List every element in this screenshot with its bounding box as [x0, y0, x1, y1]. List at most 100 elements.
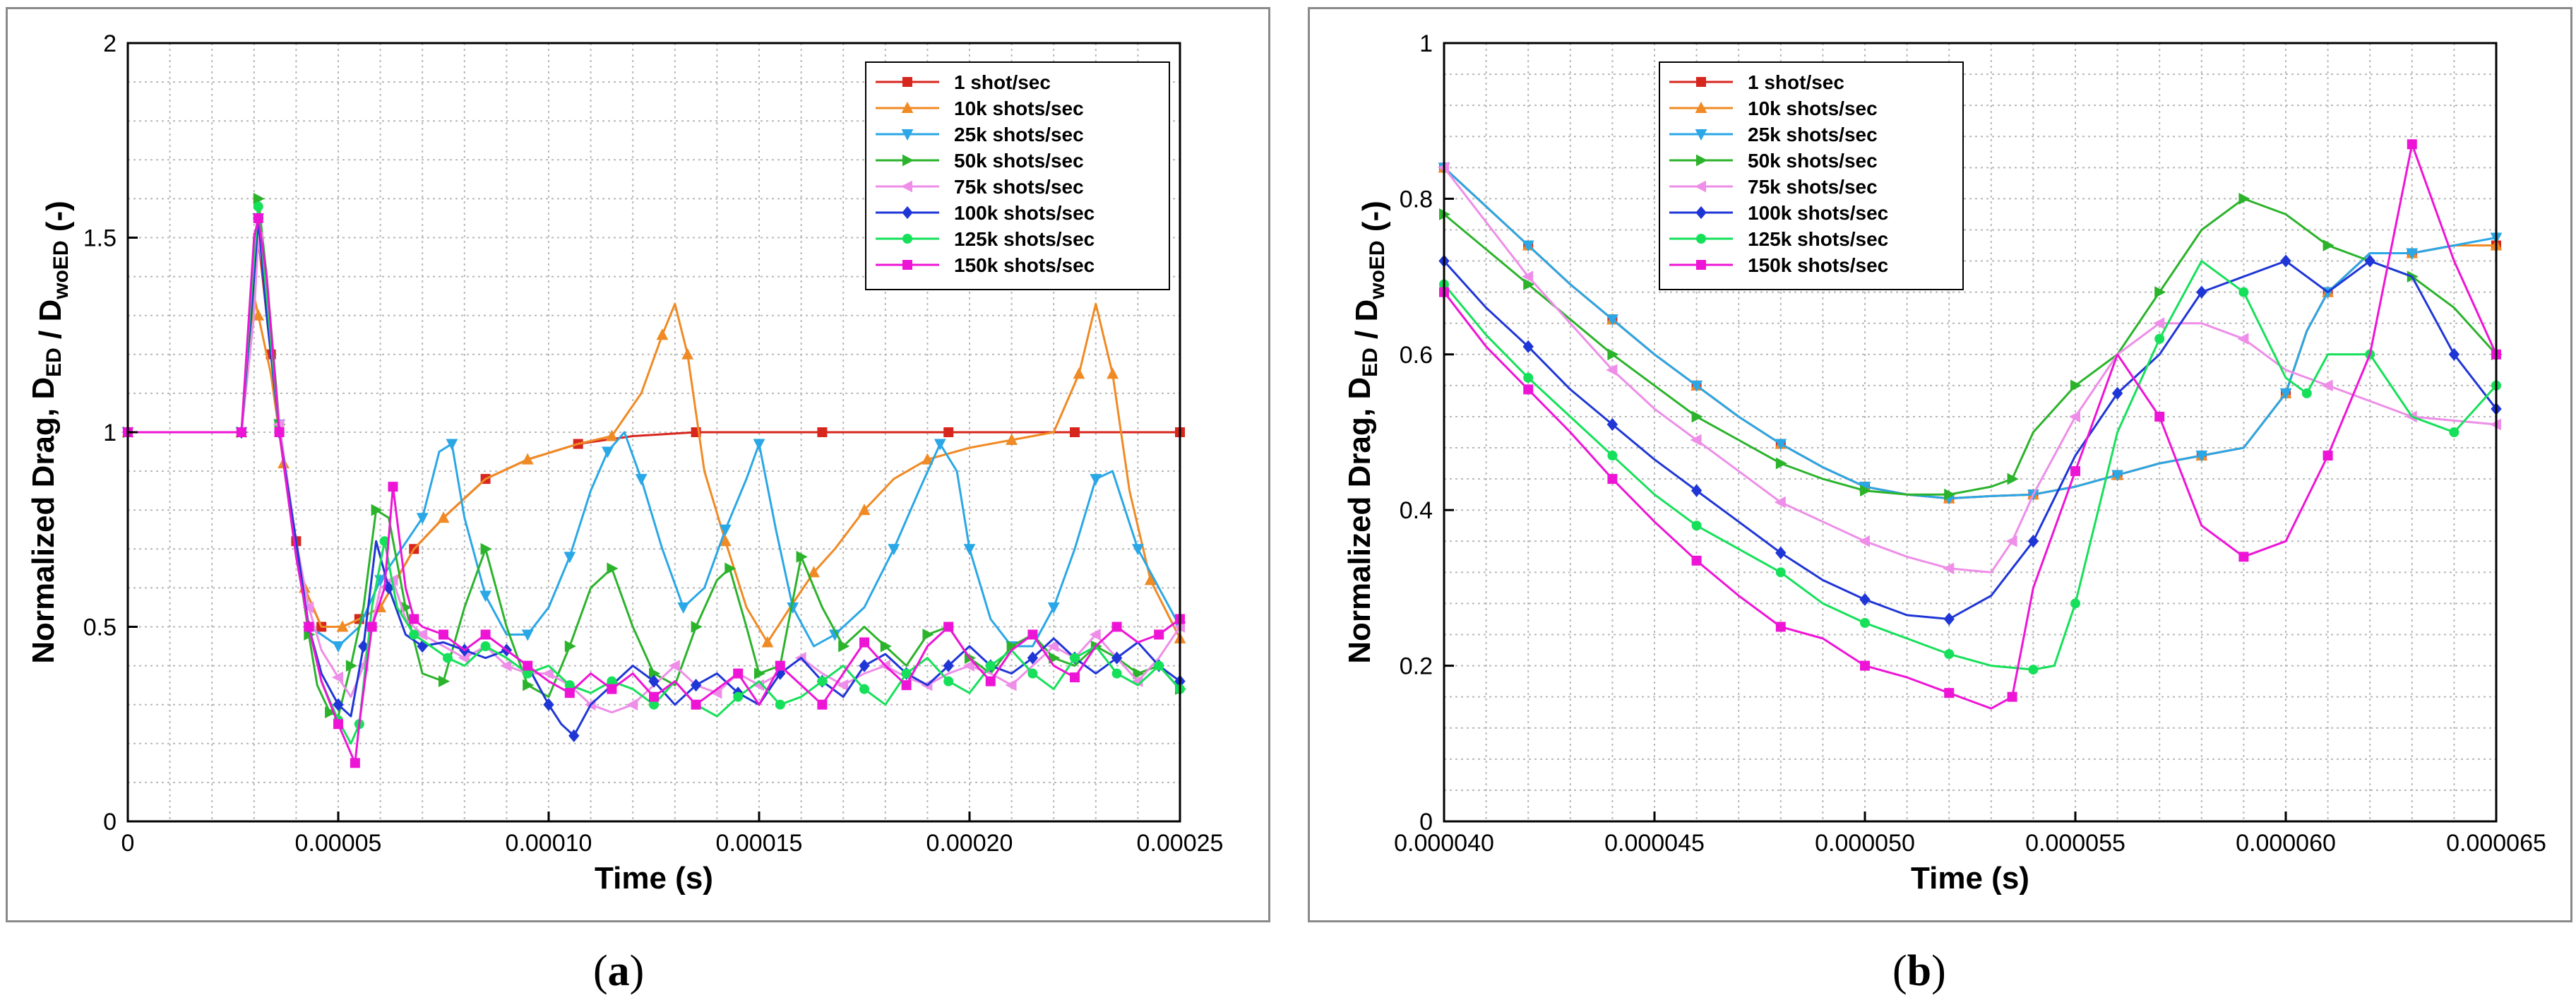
y-tick-label: 1	[103, 420, 117, 446]
legend-label: 125k shots/sec	[1748, 228, 1888, 250]
legend-marker	[902, 206, 913, 220]
data-point	[901, 668, 912, 679]
y-tick-label: 0	[103, 809, 117, 835]
data-point	[1522, 240, 1534, 252]
y-tick-label: 1	[1419, 30, 1433, 57]
x-tick-label: 0.000050	[1815, 830, 1915, 857]
data-point	[1690, 380, 1703, 392]
y-tick-label: 0.5	[83, 614, 117, 641]
legend-marker	[1696, 154, 1708, 167]
x-tick-label: 0.00010	[506, 830, 592, 857]
data-point	[350, 758, 360, 768]
legend-item: 1 shot/sec	[1669, 71, 1844, 93]
data-point	[1775, 546, 1787, 559]
legend-marker	[1695, 101, 1707, 113]
data-point	[274, 427, 285, 437]
data-point	[253, 213, 263, 223]
data-point	[754, 667, 766, 680]
y-axis-label: Normalized Drag, DED / DwoED (-)	[26, 201, 75, 664]
legend-marker	[902, 77, 912, 87]
data-point	[1006, 433, 1018, 446]
y-axis-label-part: / D	[33, 299, 68, 347]
data-point	[962, 660, 974, 672]
legend-item: 25k shots/sec	[1669, 124, 1878, 145]
legend-item: 50k shots/sec	[1669, 150, 1878, 172]
series-line	[1443, 167, 2497, 500]
data-point	[1775, 439, 1787, 451]
y-axis-label-part: (-)	[40, 201, 75, 240]
x-tick-label: 0.000040	[1394, 830, 1494, 857]
data-point	[859, 684, 869, 694]
data-point	[2111, 470, 2123, 482]
data-point	[446, 439, 458, 451]
y-tick-label: 1.5	[83, 225, 117, 252]
data-point	[2301, 388, 2312, 398]
legend-box	[865, 61, 1170, 290]
data-point	[416, 629, 428, 641]
data-point	[2068, 410, 2080, 423]
data-point	[1691, 555, 1702, 566]
y-axis-label-part: / D	[1349, 299, 1384, 347]
data-point	[442, 653, 453, 663]
data-point	[607, 676, 617, 686]
data-point	[1089, 629, 1101, 641]
data-point	[943, 659, 954, 672]
data-point	[2407, 139, 2417, 150]
data-point	[985, 660, 996, 671]
data-point	[607, 684, 617, 694]
data-point	[733, 668, 744, 679]
data-point	[366, 622, 377, 632]
x-tick-label: 0.00020	[926, 830, 1013, 857]
legend-item: 10k shots/sec	[1669, 97, 1878, 119]
legend-label: 25k shots/sec	[1748, 124, 1878, 145]
data-point	[922, 629, 934, 641]
legend-label: 150k shots/sec	[1748, 254, 1888, 276]
data-point	[332, 641, 345, 653]
x-axis-label: Time (s)	[1911, 861, 2029, 896]
y-tick-label: 0.2	[1400, 653, 1433, 680]
data-point	[236, 427, 246, 437]
data-point	[437, 511, 450, 523]
data-point	[1775, 457, 1787, 470]
axes: 0.000040 0.000045 0.000050 0.000055 0.000060…	[1342, 30, 2546, 896]
data-point	[606, 429, 618, 441]
legend-marker	[902, 260, 912, 270]
data-point	[901, 680, 912, 691]
data-point	[1070, 672, 1080, 683]
data-point	[2154, 411, 2165, 422]
legend-label: 10k shots/sec	[954, 97, 1084, 119]
data-point	[2070, 379, 2082, 392]
data-point	[1047, 640, 1059, 653]
data-point	[521, 453, 534, 465]
data-point	[888, 544, 900, 556]
legend-marker	[901, 101, 914, 113]
y-tick-label: 0	[1419, 809, 1433, 835]
data-point	[568, 729, 580, 742]
data-point	[2070, 466, 2080, 477]
data-point	[880, 640, 892, 653]
data-point	[304, 622, 314, 632]
x-tick-label: 0	[121, 830, 135, 857]
legend-item: 10k shots/sec	[876, 97, 1084, 119]
data-point	[379, 536, 390, 547]
legend-marker	[902, 234, 912, 244]
axes: 0 0.00005 0.00010 0.00015 0.00020 0.00025 0 0.5…	[26, 30, 1223, 896]
data-point	[458, 652, 470, 664]
legend-item: 75k shots/sec	[876, 176, 1084, 198]
data-point	[635, 474, 648, 486]
data-point	[817, 676, 828, 686]
series-line	[1443, 260, 2498, 671]
series-line	[1443, 197, 2498, 496]
series-6	[1439, 260, 2501, 675]
data-point	[1154, 660, 1164, 671]
legend-item: 100k shots/sec	[876, 202, 1095, 224]
data-point	[1027, 629, 1038, 640]
data-point	[1047, 602, 1060, 614]
data-point	[1111, 622, 1122, 632]
data-point	[753, 439, 765, 451]
data-point	[1070, 653, 1080, 663]
data-point	[2196, 285, 2207, 299]
y-axis-label-part: (-)	[1356, 201, 1391, 240]
data-point	[602, 446, 614, 458]
plot-area	[1437, 42, 2503, 823]
